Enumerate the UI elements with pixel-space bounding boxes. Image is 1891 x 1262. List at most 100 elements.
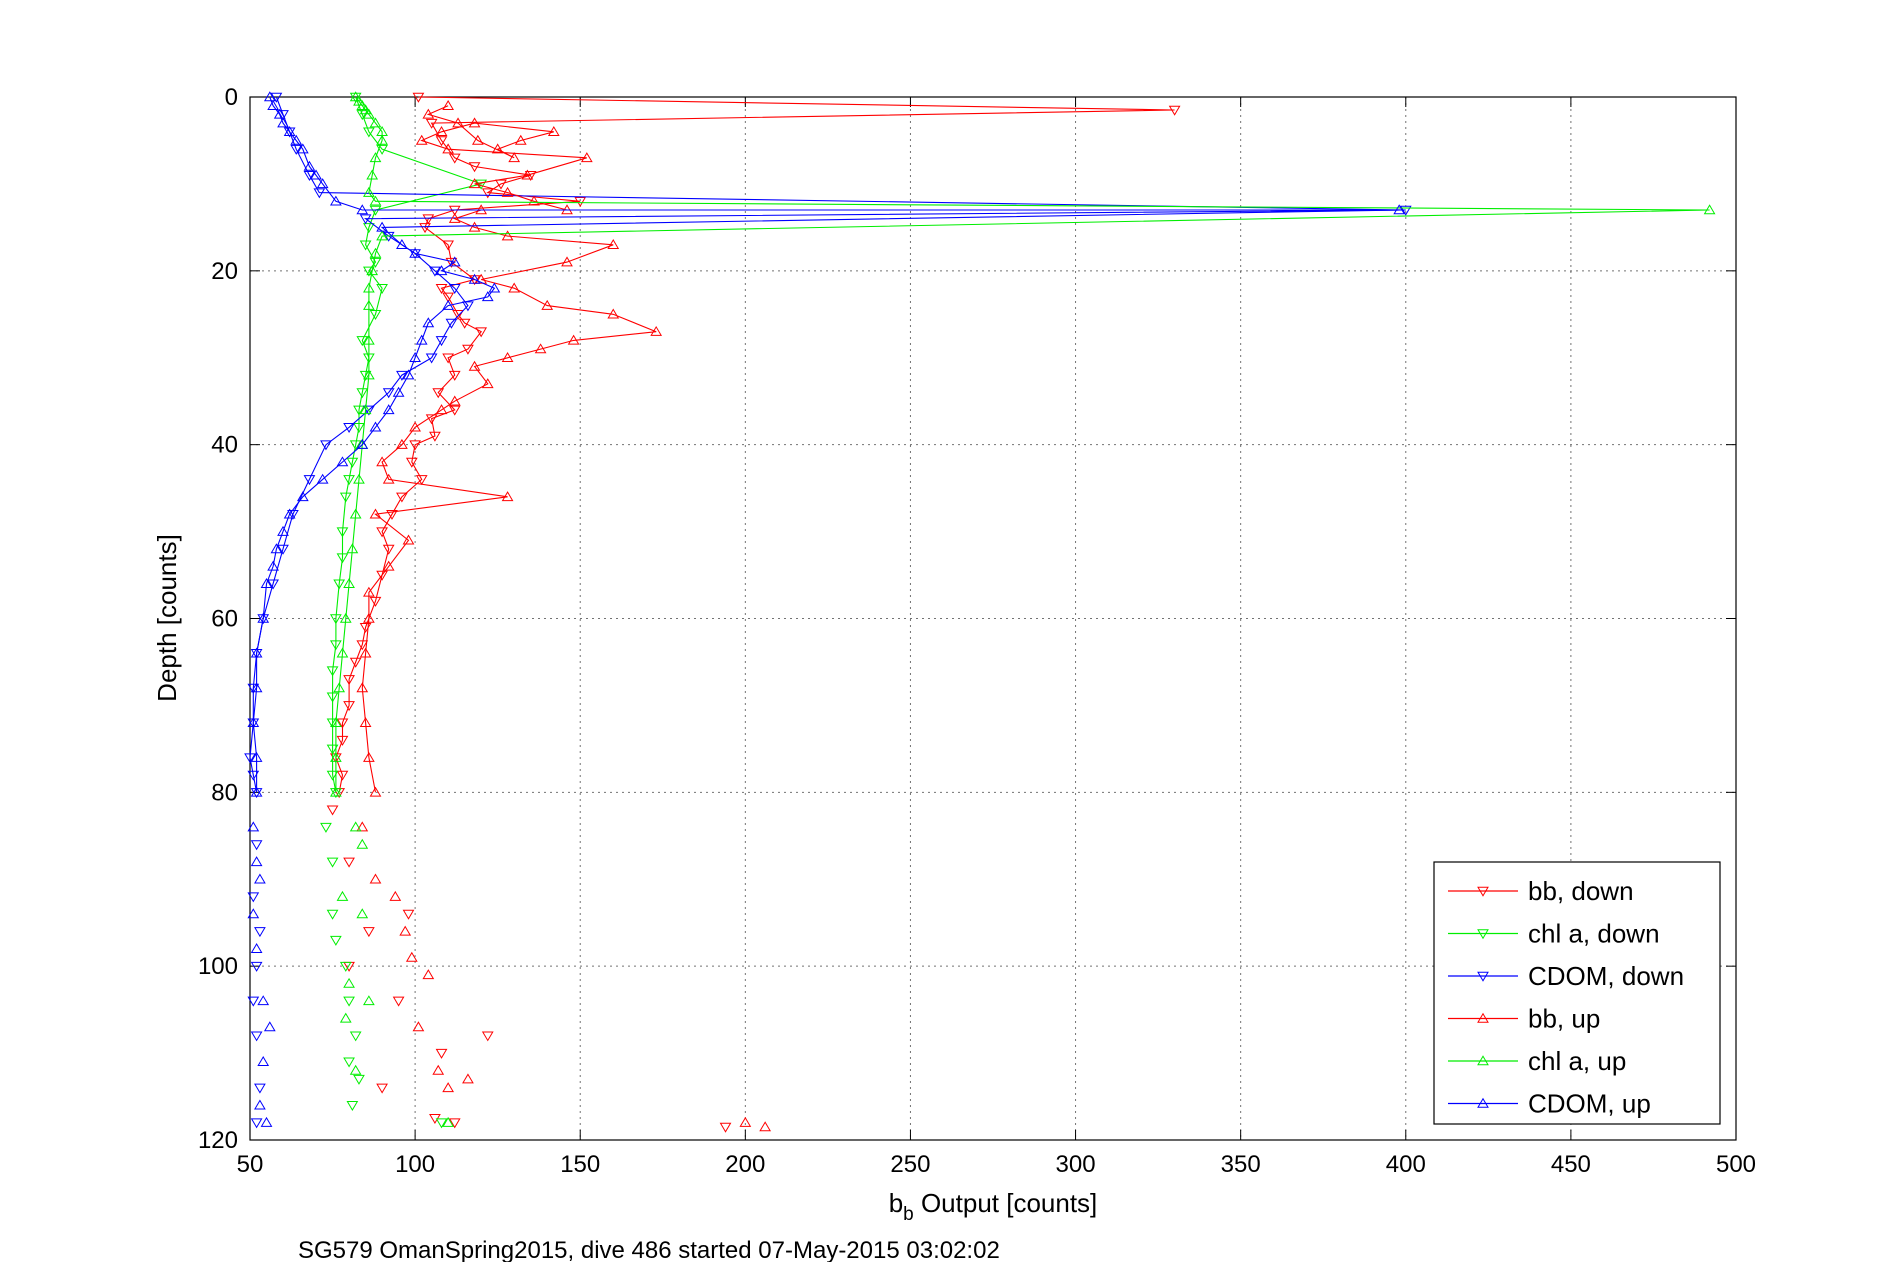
data-point: [359, 214, 372, 225]
data-point: [567, 334, 580, 345]
data-point: [471, 134, 484, 145]
data-point: [425, 118, 438, 129]
x-tick-label: 400: [1386, 1151, 1426, 1178]
y-tick-label: 120: [198, 1127, 238, 1154]
data-point: [425, 414, 438, 425]
data-point: [343, 475, 355, 486]
series-line: [335, 96, 1710, 793]
x-axis-label-subscript: b: [903, 1204, 914, 1225]
data-point: [501, 491, 514, 502]
data-point: [491, 143, 504, 154]
legend-box: [1433, 861, 1721, 1125]
data-point: [339, 1012, 352, 1023]
series-5: [247, 91, 1406, 1127]
legend-label: CDOM, up: [1528, 1089, 1651, 1119]
data-point: [326, 692, 339, 703]
series-line: [332, 96, 484, 793]
data-point: [445, 318, 458, 329]
data-point: [419, 223, 431, 234]
data-point: [336, 553, 349, 564]
data-point: [376, 527, 388, 538]
data-point: [448, 395, 461, 406]
figure-caption: SG579 OmanSpring2015, dive 486 started 0…: [298, 1237, 1000, 1262]
data-point: [257, 612, 270, 623]
data-point: [468, 221, 481, 232]
data-point: [448, 370, 461, 381]
data-point: [349, 821, 362, 832]
data-point: [296, 491, 309, 502]
data-point: [405, 951, 418, 962]
series-3: [356, 99, 772, 1132]
data-point: [363, 612, 375, 623]
data-point: [363, 751, 375, 762]
data-point: [435, 283, 448, 294]
data-point: [313, 188, 326, 199]
data-point: [422, 317, 435, 328]
data-point: [336, 718, 349, 729]
data-point: [356, 388, 369, 399]
x-tick-label: 150: [560, 1151, 600, 1178]
data-point: [283, 127, 296, 138]
data-point: [475, 327, 488, 338]
data-point: [296, 143, 309, 154]
data-point: [409, 440, 421, 451]
data-point: [574, 197, 587, 208]
data-point: [1399, 205, 1412, 216]
data-point: [488, 282, 501, 293]
x-tick-label: 250: [890, 1151, 930, 1178]
legend-label: bb, up: [1528, 1004, 1600, 1034]
data-point: [442, 99, 455, 110]
data-point: [429, 431, 441, 442]
data-point: [339, 612, 352, 623]
data-point: [392, 386, 405, 397]
data-point: [448, 405, 461, 416]
data-point: [501, 230, 514, 241]
data-point: [580, 152, 593, 163]
data-point: [376, 221, 388, 232]
data-point: [382, 473, 395, 484]
data-point: [247, 770, 260, 781]
data-point: [343, 1057, 355, 1068]
data-point: [363, 186, 375, 197]
data-point: [303, 170, 316, 181]
data-point: [448, 283, 461, 294]
data-point: [607, 308, 620, 319]
data-point: [376, 456, 388, 467]
data-point: [386, 509, 398, 520]
data-point: [396, 370, 408, 381]
data-point: [250, 1118, 263, 1129]
data-point: [346, 543, 359, 554]
data-point: [508, 152, 521, 163]
data-point: [481, 188, 494, 199]
x-tick-label: 100: [395, 1151, 435, 1178]
data-point: [250, 856, 263, 867]
x-tick-label: 500: [1716, 1151, 1756, 1178]
data-point: [326, 744, 339, 755]
data-point: [316, 178, 329, 189]
data-point: [448, 1118, 461, 1129]
data-point: [254, 927, 266, 938]
series-1: [320, 92, 488, 1129]
data-point: [534, 343, 547, 354]
data-point: [462, 301, 474, 312]
data-point: [521, 169, 534, 180]
data-point: [366, 265, 379, 276]
data-point: [442, 353, 455, 364]
data-point: [481, 1031, 494, 1042]
data-point: [254, 873, 266, 884]
data-point: [363, 927, 375, 938]
y-axis-label: Depth [counts]: [152, 534, 182, 702]
data-point: [369, 247, 382, 258]
data-point: [369, 421, 382, 432]
data-point: [475, 273, 488, 284]
data-point: [247, 821, 260, 832]
data-point: [366, 169, 379, 180]
series-line: [361, 105, 657, 793]
legend-swatch-marker: [1477, 971, 1489, 982]
series-4: [329, 91, 1716, 1127]
data-point: [363, 334, 375, 345]
data-point: [468, 273, 481, 284]
data-point: [396, 239, 408, 250]
data-point: [402, 909, 415, 920]
legend-label: chl a, down: [1528, 919, 1660, 949]
